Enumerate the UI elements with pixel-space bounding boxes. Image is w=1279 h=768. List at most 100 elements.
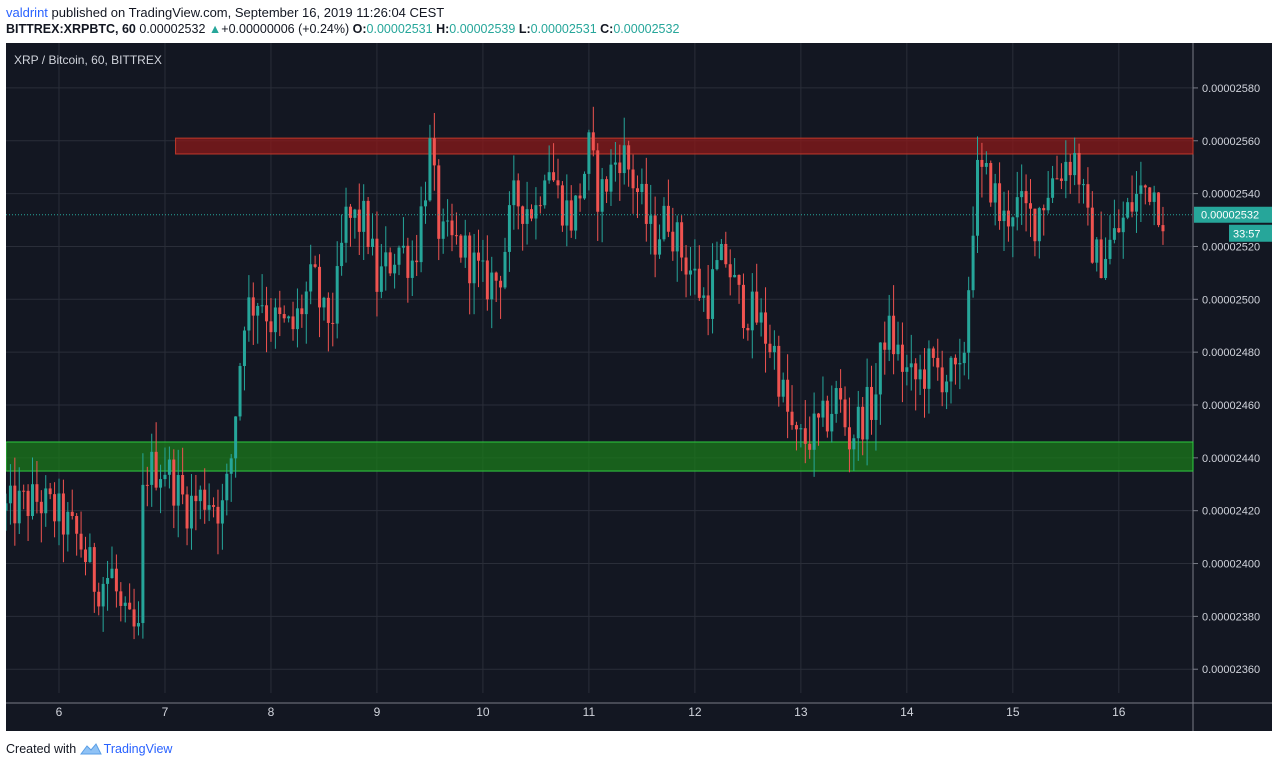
candle-body-27 (123, 602, 127, 606)
candle-body-0 (6, 503, 8, 511)
y-tick-label-5: 0.00002460 (1202, 400, 1260, 412)
high-value: 0.00002539 (449, 22, 516, 36)
author-link[interactable]: valdrint (6, 5, 48, 20)
candle-body-197 (874, 394, 878, 420)
candle-body-44 (198, 489, 202, 502)
candle-body-256 (1134, 193, 1138, 212)
candle-body-108 (481, 260, 485, 262)
candle-body-55 (247, 297, 251, 331)
candle-body-61 (273, 307, 277, 333)
candle-body-78 (348, 206, 352, 218)
candle-body-136 (605, 179, 609, 192)
candle-body-223 (989, 163, 993, 203)
candle-body-21 (97, 591, 101, 607)
candle-body-106 (472, 252, 476, 284)
candle-body-100 (446, 220, 450, 222)
tradingview-link[interactable]: TradingView (103, 742, 173, 756)
candle-body-79 (353, 209, 357, 218)
candle-body-232 (1028, 203, 1032, 209)
candle-body-87 (388, 252, 392, 274)
candle-body-86 (384, 252, 388, 267)
y-tick-label-2: 0.00002400 (1202, 559, 1260, 571)
x-tick-label-7: 13 (794, 705, 808, 719)
candle-body-151 (671, 231, 675, 252)
candle-body-103 (459, 235, 463, 258)
candle-body-193 (856, 406, 860, 439)
candle-body-4 (22, 490, 26, 492)
candle-body-205 (909, 363, 913, 368)
candle-body-262 (1161, 225, 1165, 232)
candle-body-26 (119, 591, 123, 606)
candle-body-64 (287, 316, 291, 319)
candle-body-230 (1020, 191, 1024, 198)
chart-area[interactable]: 0.00002360 0.00002380 0.00002400 0.00002420… (6, 43, 1272, 731)
candle-body-206 (914, 363, 918, 380)
candle-body-91 (406, 245, 410, 278)
candle-body-201 (892, 315, 896, 355)
y-tick-label-10: 0.00002560 (1202, 136, 1260, 148)
candle-body-77 (344, 206, 348, 243)
candle-body-37 (167, 459, 171, 475)
candle-body-31 (141, 484, 145, 624)
candle-body-28 (128, 602, 132, 610)
candle-body-74 (331, 322, 335, 324)
candle-body-46 (207, 505, 211, 510)
candle-body-213 (945, 381, 949, 393)
y-tick-label-11: 0.00002580 (1202, 83, 1260, 95)
candle-body-30 (136, 623, 140, 627)
candle-body-42 (189, 495, 193, 529)
candle-body-10 (48, 488, 52, 495)
candle-body-123 (547, 172, 551, 181)
candle-body-229 (1015, 197, 1019, 218)
candle-body-60 (269, 321, 273, 333)
last-price: 0.00002532 (139, 22, 206, 36)
candle-body-257 (1139, 185, 1143, 194)
candle-body-159 (706, 295, 710, 319)
candle-body-178 (790, 411, 794, 426)
candle-body-83 (371, 238, 375, 247)
candle-body-33 (150, 451, 154, 485)
candle-body-140 (622, 145, 626, 174)
tradingview-logo-icon (79, 743, 102, 755)
countdown-label: 33:57 (1233, 229, 1261, 241)
candle-body-59 (265, 305, 269, 322)
up-arrow-icon: ▲ (208, 22, 222, 36)
candle-body-199 (883, 342, 887, 350)
candle-body-43 (194, 495, 198, 502)
candle-body-253 (1121, 217, 1125, 233)
candle-body-88 (393, 264, 397, 274)
candle-body-34 (154, 451, 158, 488)
candle-body-14 (66, 511, 70, 535)
candle-body-22 (101, 583, 105, 607)
candle-body-203 (900, 344, 904, 372)
price-change: +0.00000006 (+0.24%) (221, 22, 350, 36)
candle-body-94 (419, 206, 423, 263)
candle-body-110 (490, 272, 494, 300)
candle-body-207 (918, 369, 922, 380)
candle-body-49 (220, 500, 224, 524)
candle-body-259 (1148, 187, 1152, 202)
current-price-box (1194, 206, 1272, 223)
candle-body-89 (397, 247, 401, 265)
candle-body-147 (653, 215, 657, 255)
candle-body-1 (8, 485, 12, 504)
candle-body-231 (1024, 191, 1028, 204)
candle-body-109 (485, 260, 489, 300)
x-tick-label-2: 8 (268, 705, 275, 719)
candle-body-107 (477, 252, 481, 261)
candle-body-36 (163, 474, 167, 480)
candle-body-216 (958, 363, 962, 365)
y-tick-label-7: 0.00002500 (1202, 294, 1260, 306)
candle-body-185 (821, 400, 825, 418)
candle-body-170 (755, 291, 759, 323)
candle-body-29 (132, 609, 136, 627)
candle-body-80 (357, 209, 361, 232)
candle-body-63 (282, 314, 286, 319)
candle-body-153 (680, 222, 684, 258)
candle-body-67 (300, 308, 304, 315)
candle-body-48 (216, 506, 220, 524)
price-chart[interactable]: 0.00002360 0.00002380 0.00002400 0.00002420… (6, 43, 1272, 731)
candle-body-202 (896, 344, 900, 355)
candle-body-217 (962, 352, 966, 364)
open-label: O: (352, 22, 367, 36)
